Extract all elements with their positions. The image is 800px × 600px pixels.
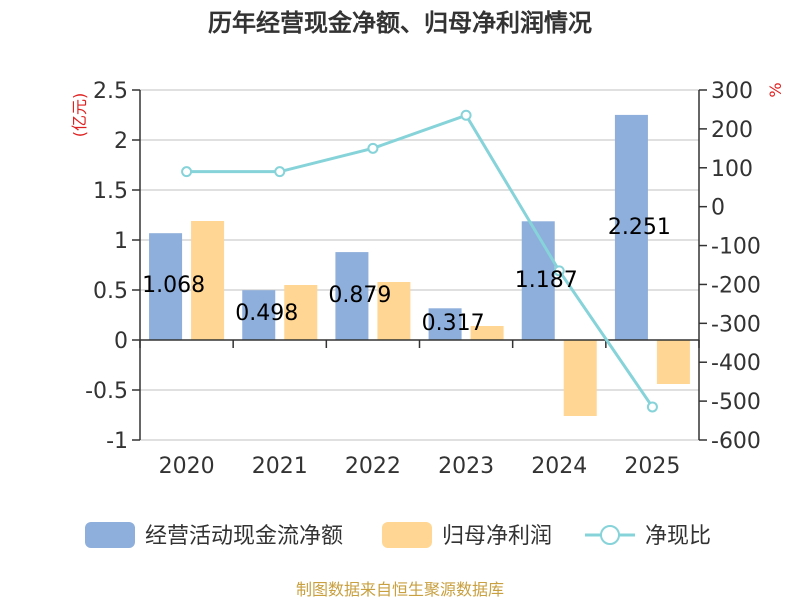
bar-profit — [377, 282, 411, 340]
chart-title: 历年经营现金净额、归母净利润情况 — [208, 9, 592, 37]
right-tick-label: -200 — [711, 273, 761, 298]
right-tick-label: -500 — [711, 390, 761, 415]
gridlines — [140, 89, 699, 441]
left-tick-label: 0 — [114, 329, 128, 354]
x-tick-label: 2020 — [159, 454, 215, 479]
left-tick-label: -0.5 — [85, 379, 128, 404]
bar-cashflow — [242, 290, 276, 340]
legend-swatch — [382, 522, 432, 548]
line-point — [646, 401, 658, 413]
legend: 经营活动现金流净额 归母净利润 净现比 — [85, 522, 711, 549]
data-label-cashflow: 2.251 — [608, 215, 671, 240]
bar-profit — [284, 285, 318, 340]
x-tick-label: 2023 — [438, 454, 494, 479]
left-tick-label: 2 — [114, 129, 128, 154]
bar-cashflow — [428, 308, 462, 340]
line-point — [553, 265, 565, 277]
left-axis-unit: (亿元) — [70, 93, 89, 138]
data-label-cashflow: 1.187 — [515, 268, 578, 293]
left-tick-label: 0.5 — [93, 279, 128, 304]
bar-cashflow — [149, 233, 183, 340]
source-note: 制图数据来自恒生聚源数据库 — [296, 580, 504, 599]
bar-cashflow — [521, 221, 555, 340]
x-tick-label: 2022 — [345, 454, 401, 479]
right-tick-label: -600 — [711, 429, 761, 454]
line-point — [367, 142, 379, 154]
bar-profit — [191, 221, 225, 340]
data-labels: 1.068 0.498 0.879 0.317 1.187 2.251 — [142, 215, 671, 336]
x-tick-label: 2021 — [252, 454, 308, 479]
x-tick-label: 2024 — [531, 454, 587, 479]
left-tick-label: 2.5 — [93, 79, 128, 104]
right-tick-label: 100 — [711, 157, 753, 182]
legend-swatch — [85, 522, 135, 548]
right-tick-label: 0 — [711, 196, 725, 221]
bar-series — [149, 114, 690, 416]
legend-label: 归母净利润 — [442, 524, 552, 549]
data-label-cashflow: 0.317 — [422, 311, 485, 336]
bar-cashflow — [335, 252, 369, 340]
legend-label: 净现比 — [645, 524, 711, 549]
left-tick-label: 1 — [114, 229, 128, 254]
data-label-cashflow: 0.498 — [235, 301, 298, 326]
line-series — [181, 109, 658, 413]
left-tick-label: 1.5 — [93, 179, 128, 204]
line-point — [460, 109, 472, 121]
axes: 2.5 2 1.5 1 0.5 0 -0.5 -1 300 200 100 0 -100 -200 -300… — [85, 79, 761, 479]
bar-cashflow — [614, 114, 648, 341]
legend-label: 经营活动现金流净额 — [145, 524, 343, 549]
bar-profit — [563, 340, 597, 416]
x-tick-label: 2025 — [624, 454, 680, 479]
right-axis-unit: % — [766, 82, 785, 97]
right-tick-label: -400 — [711, 351, 761, 376]
line-point — [181, 166, 193, 178]
line-point — [274, 166, 286, 178]
bar-profit — [656, 340, 690, 384]
data-label-cashflow: 1.068 — [142, 273, 205, 298]
legend-marker — [600, 525, 620, 545]
right-tick-label: -100 — [711, 235, 761, 260]
line-ratio — [186, 113, 654, 408]
right-tick-label: 300 — [711, 79, 753, 104]
right-tick-label: 200 — [711, 118, 753, 143]
bar-profit — [470, 326, 504, 340]
data-label-cashflow: 0.879 — [328, 283, 391, 308]
left-tick-label: -1 — [106, 429, 128, 454]
right-tick-label: -300 — [711, 312, 761, 337]
